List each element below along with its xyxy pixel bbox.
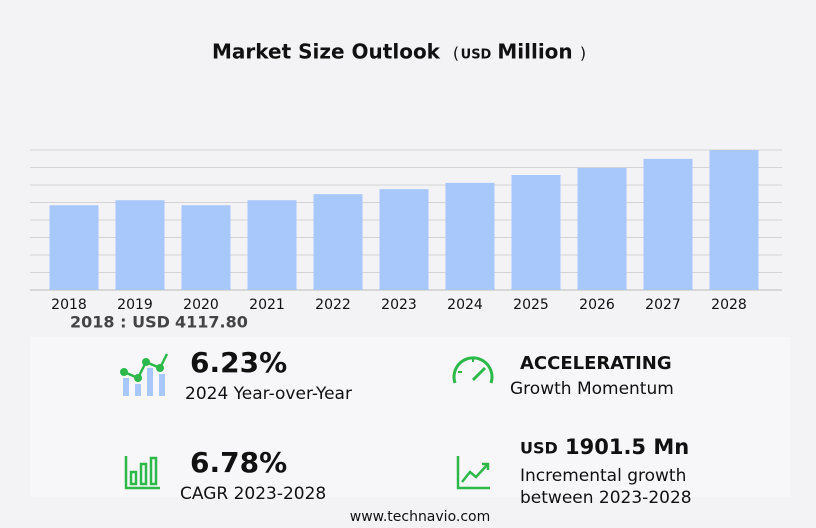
base-year-label: 2018 : USD [70, 313, 170, 332]
footer: www.technavio.com [350, 509, 491, 525]
kpi-value: 1901.5 Mn [565, 435, 689, 459]
bar [709, 150, 759, 290]
bar [379, 189, 429, 290]
x-tick-label: 2018 [51, 297, 87, 313]
kpi-label: Incremental growth [520, 466, 686, 486]
kpi-currency: USD [520, 439, 558, 458]
momentum-icon [452, 356, 494, 384]
x-tick-label: 2019 [117, 297, 153, 313]
cagr-icon [124, 456, 160, 490]
x-tick-label: 2021 [249, 297, 285, 313]
incremental-icon [456, 456, 490, 490]
x-tick-label: 2025 [513, 297, 549, 313]
bar [247, 200, 297, 290]
base-year-value: 4117.80 [175, 313, 248, 332]
bar [445, 182, 495, 290]
chart-title: Market Size Outlook [212, 40, 441, 64]
bar [313, 194, 363, 290]
kpi-value: 6.78% [190, 446, 287, 479]
kpi-label: Growth Momentum [510, 379, 674, 399]
bar [49, 205, 99, 290]
bar [643, 158, 693, 290]
kpi-value: ACCELERATING [520, 353, 672, 374]
x-tick-label: 2028 [711, 297, 747, 313]
bar [115, 200, 165, 290]
x-tick-label: 2022 [315, 297, 351, 313]
x-tick-label: 2023 [381, 297, 417, 313]
unit-name: Million [497, 40, 572, 64]
bar [577, 167, 627, 290]
bar [511, 174, 561, 290]
x-tick-label: 2020 [183, 297, 219, 313]
bar [181, 205, 231, 290]
x-tick-label: 2026 [579, 297, 615, 313]
kpi-value: 6.23% [190, 346, 287, 379]
unit-close: ) [580, 44, 586, 63]
kpi-label: CAGR 2023-2028 [180, 484, 326, 504]
unit-open: ( [453, 44, 459, 63]
yoy-icon [120, 353, 169, 396]
kpi-label: between 2023-2028 [520, 488, 692, 508]
x-tick-label: 2024 [447, 297, 483, 313]
x-tick-label: 2027 [645, 297, 681, 313]
plot: 2018 2019 2020 2021 2022 2023 2024 2025 2026 2027… [30, 149, 782, 313]
kpi-label: 2024 Year-over-Year [185, 384, 352, 404]
unit-currency: USD [461, 48, 492, 63]
